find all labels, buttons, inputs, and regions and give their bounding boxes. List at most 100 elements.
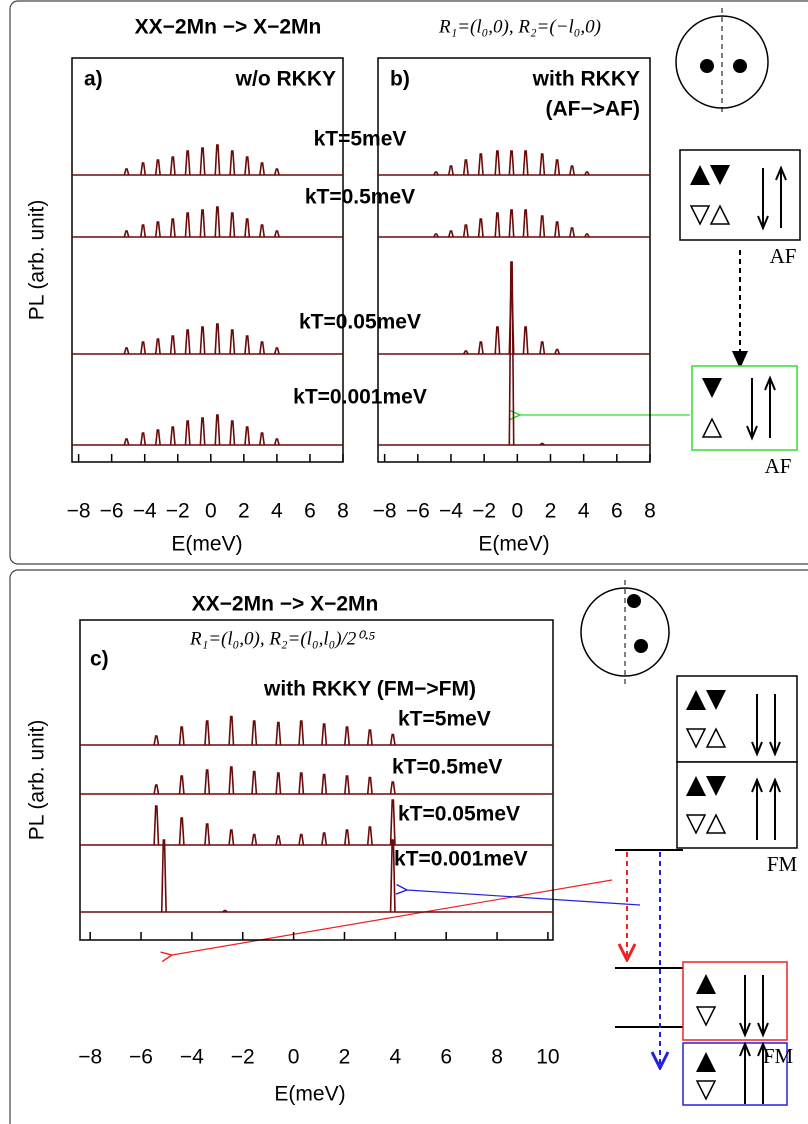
peak bbox=[184, 150, 191, 176]
peak bbox=[275, 721, 282, 746]
x-tick-label: 6 bbox=[611, 500, 623, 523]
peak bbox=[244, 426, 251, 446]
x-tick-label: −4 bbox=[133, 500, 157, 523]
state-label: FM bbox=[767, 852, 798, 876]
peak bbox=[160, 839, 167, 913]
series-label: kT=0.001meV bbox=[293, 386, 427, 409]
series-label: kT=5meV bbox=[314, 128, 407, 151]
peak bbox=[494, 150, 501, 176]
peak bbox=[251, 833, 258, 846]
peak bbox=[259, 224, 266, 238]
peak bbox=[244, 156, 251, 176]
peak bbox=[477, 218, 484, 238]
peak bbox=[522, 209, 529, 238]
x-tick-label: −2 bbox=[472, 500, 496, 523]
peak bbox=[154, 338, 161, 355]
peak bbox=[204, 823, 211, 846]
peak bbox=[366, 729, 373, 746]
peak bbox=[447, 165, 454, 176]
top-frame bbox=[9, 0, 808, 565]
peak bbox=[321, 773, 328, 795]
peak bbox=[184, 329, 191, 355]
x-tick-label: −2 bbox=[166, 500, 190, 523]
peak bbox=[154, 159, 161, 176]
x-tick-label: −8 bbox=[373, 500, 397, 523]
series-label: kT=0.05meV bbox=[299, 311, 421, 334]
x-tick-label: 4 bbox=[389, 1046, 401, 1069]
peak bbox=[228, 715, 235, 746]
peak bbox=[153, 784, 160, 795]
x-tick-label: −2 bbox=[231, 1046, 255, 1069]
x-tick-label: 2 bbox=[238, 500, 250, 523]
peak bbox=[522, 326, 529, 355]
top-schematic bbox=[520, 8, 801, 451]
peak bbox=[273, 230, 280, 238]
peak bbox=[259, 432, 266, 446]
peak bbox=[522, 150, 529, 176]
peak bbox=[273, 168, 280, 176]
y-axis-label: PL (arb. unit) bbox=[26, 200, 49, 321]
peak bbox=[169, 335, 176, 355]
chart-subtitle: R₁=(l₀,0), R₂=(−l₀,0) bbox=[438, 16, 601, 37]
peak bbox=[584, 233, 590, 238]
peak bbox=[229, 212, 236, 238]
peak bbox=[554, 221, 561, 238]
annotation: with RKKY bbox=[532, 68, 640, 91]
peak bbox=[344, 726, 351, 746]
x-tick-label: 2 bbox=[545, 500, 557, 523]
peak bbox=[298, 833, 305, 846]
peak bbox=[199, 417, 206, 446]
peak bbox=[184, 420, 191, 446]
peak bbox=[389, 781, 396, 795]
peak bbox=[508, 150, 515, 176]
peak bbox=[462, 350, 469, 355]
peak bbox=[229, 420, 236, 446]
peak bbox=[539, 215, 546, 238]
y-axis-label: PL (arb. unit) bbox=[26, 720, 49, 841]
peak bbox=[140, 224, 147, 238]
peak bbox=[222, 909, 228, 913]
chart-title: XX−2Mn −> X−2Mn bbox=[135, 16, 322, 39]
series-label: kT=0.5meV bbox=[392, 756, 502, 779]
x-tick-label: 2 bbox=[339, 1046, 351, 1069]
peak bbox=[154, 429, 161, 446]
x-tick-label: −8 bbox=[78, 1046, 102, 1069]
peak bbox=[153, 735, 160, 746]
state-label: AF bbox=[765, 454, 792, 478]
peak bbox=[140, 162, 147, 176]
annotation: (AF−>AF) bbox=[546, 98, 641, 121]
peak bbox=[344, 829, 351, 846]
peak bbox=[539, 153, 546, 176]
peak bbox=[214, 323, 221, 355]
annotation: w/o RKKY bbox=[235, 68, 336, 91]
chart-title: XX−2Mn −> X−2Mn bbox=[192, 593, 379, 616]
bottom-schematic bbox=[172, 580, 798, 1106]
peak bbox=[228, 829, 235, 846]
peak bbox=[477, 153, 484, 176]
peak bbox=[178, 775, 185, 795]
x-axis-label: E(meV) bbox=[171, 533, 242, 556]
x-tick-label: −6 bbox=[100, 500, 124, 523]
series-label: kT=5meV bbox=[398, 708, 491, 731]
x-tick-label: −4 bbox=[180, 1046, 204, 1069]
series-label: kT=0.05meV bbox=[398, 803, 520, 826]
peak bbox=[366, 826, 373, 846]
peak bbox=[229, 329, 236, 355]
peak bbox=[259, 341, 266, 355]
panel-label: b) bbox=[390, 68, 410, 91]
peak bbox=[251, 720, 258, 746]
peak bbox=[244, 335, 251, 355]
peak bbox=[539, 341, 546, 355]
peak bbox=[259, 162, 266, 176]
peak bbox=[462, 159, 469, 176]
peak bbox=[140, 432, 147, 446]
peak bbox=[169, 218, 176, 238]
peak bbox=[389, 839, 396, 913]
peak bbox=[273, 438, 280, 446]
peak bbox=[184, 212, 191, 238]
peak bbox=[298, 772, 305, 795]
series-label: kT=0.5meV bbox=[305, 186, 415, 209]
peak bbox=[251, 770, 258, 795]
peak bbox=[539, 442, 545, 446]
peak bbox=[462, 224, 469, 238]
